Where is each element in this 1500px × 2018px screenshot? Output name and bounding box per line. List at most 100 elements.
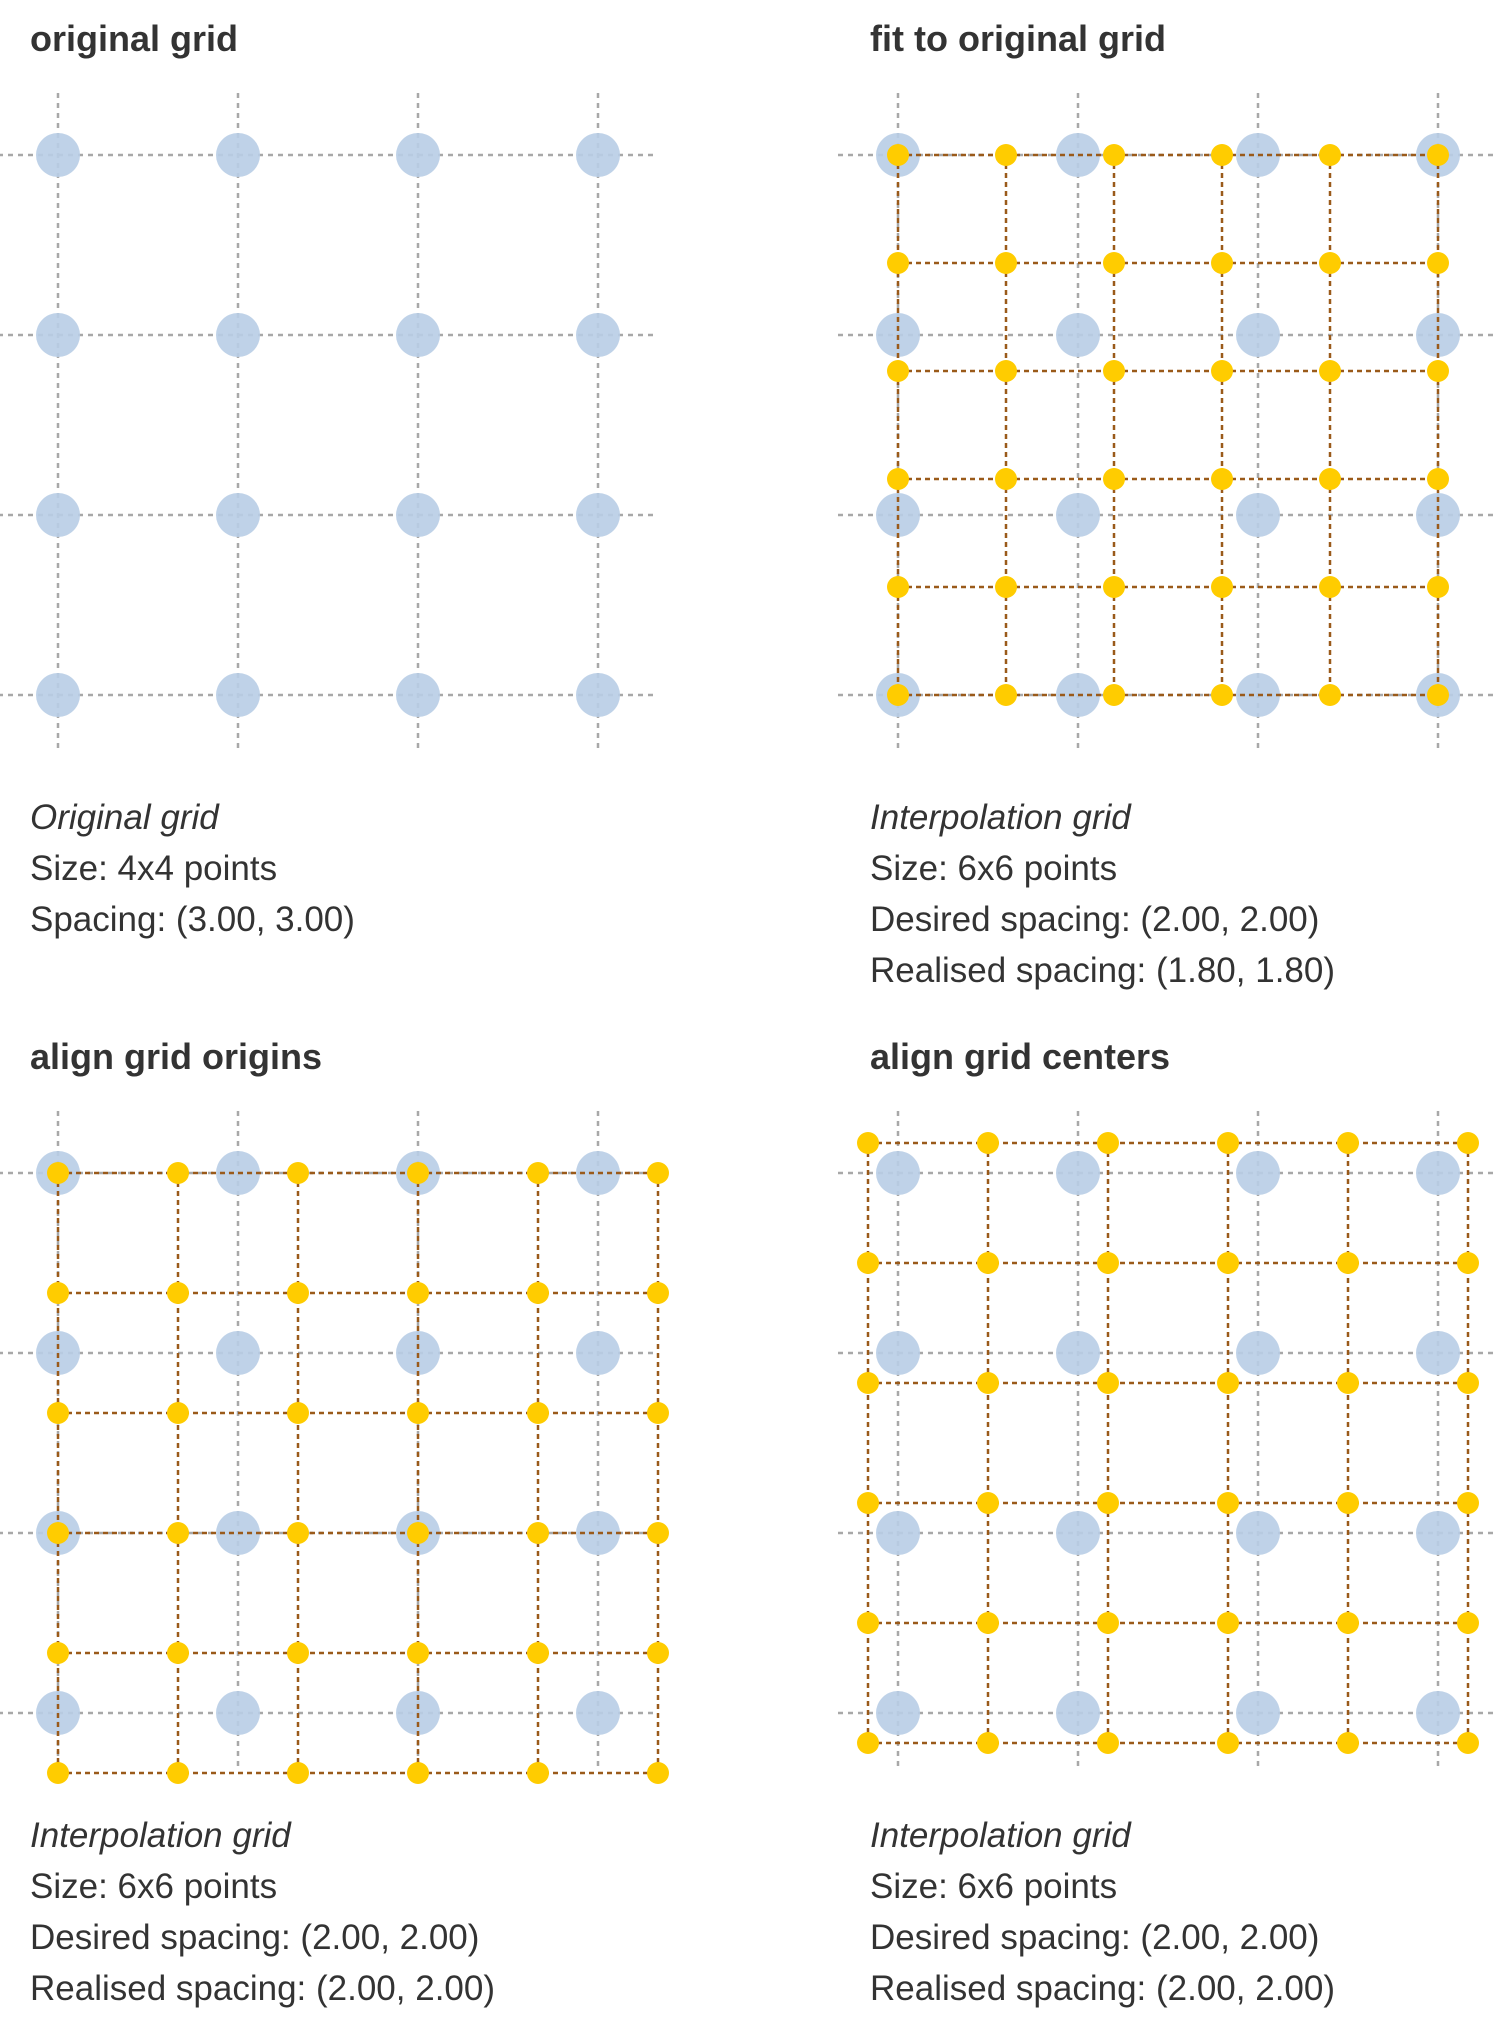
original-grid-point — [576, 673, 620, 717]
caption: Original grid Size: 4x4 points Spacing: … — [30, 792, 355, 945]
interpolation-grid-point — [287, 1162, 309, 1184]
interpolation-grid-point — [167, 1162, 189, 1184]
interpolation-grid-point — [995, 252, 1017, 274]
interpolation-grid-point — [1097, 1132, 1119, 1154]
interpolation-grid-point — [995, 360, 1017, 382]
interpolation-grid-point — [857, 1372, 879, 1394]
interpolation-grid-point — [647, 1522, 669, 1544]
original-grid-point — [36, 493, 80, 537]
interpolation-grid-point — [647, 1162, 669, 1184]
interpolation-grid-point — [857, 1252, 879, 1274]
interpolation-grid-point — [1457, 1132, 1479, 1154]
interpolation-grid-point — [977, 1372, 999, 1394]
interpolation-grid-point — [995, 684, 1017, 706]
original-grid-point — [1056, 1151, 1100, 1195]
interpolation-grid-point — [1211, 468, 1233, 490]
interpolation-grid-point — [1211, 252, 1233, 274]
interpolation-grid-point — [527, 1402, 549, 1424]
interpolation-grid-point — [527, 1642, 549, 1664]
interpolation-grid-point — [1337, 1132, 1359, 1154]
caption-size: Size: 6x6 points — [30, 1867, 278, 1906]
interpolation-grid-point — [857, 1132, 879, 1154]
interpolation-grid-point — [1211, 684, 1233, 706]
interpolation-grid-point — [1427, 360, 1449, 382]
original-grid-point — [1416, 1511, 1460, 1555]
interpolation-grid-point — [407, 1522, 429, 1544]
original-grid-point — [1056, 493, 1100, 537]
interpolation-grid-point — [47, 1282, 69, 1304]
interpolation-grid-point — [47, 1762, 69, 1784]
original-grid-point — [36, 673, 80, 717]
panel-title: align grid origins — [30, 1036, 323, 1077]
caption-desired-spacing: Desired spacing: (2.00, 2.00) — [870, 1918, 1320, 1957]
original-grid-point — [216, 313, 260, 357]
caption-size: Size: 6x6 points — [870, 849, 1118, 888]
interpolation-grid-point — [1103, 468, 1125, 490]
original-grid-point — [1056, 1691, 1100, 1735]
interpolation-grid-point — [1097, 1492, 1119, 1514]
interpolation-grid-point — [167, 1762, 189, 1784]
interpolation-grid-point — [995, 468, 1017, 490]
caption-size: Size: 6x6 points — [870, 1867, 1118, 1906]
interpolation-grid-point — [1337, 1732, 1359, 1754]
interpolation-grid-point — [1097, 1732, 1119, 1754]
interpolation-grid-point — [407, 1282, 429, 1304]
interpolation-grid-point — [647, 1762, 669, 1784]
original-grid-point — [1056, 1331, 1100, 1375]
interpolation-grid-point — [1337, 1252, 1359, 1274]
interpolation-grid-point — [1319, 360, 1341, 382]
interpolation-grid-point — [1217, 1492, 1239, 1514]
caption-heading: Interpolation grid — [30, 1816, 291, 1855]
interpolation-grid-point — [1211, 576, 1233, 598]
interpolation-grid-point — [167, 1402, 189, 1424]
panel-title: align grid centers — [870, 1036, 1171, 1077]
interpolation-grid-point — [1337, 1372, 1359, 1394]
panel-original-grid: original grid Original grid Size: 4x4 po… — [0, 0, 720, 1000]
original-grid-point — [1236, 1151, 1280, 1195]
original-grid-point — [576, 1331, 620, 1375]
original-grid-point — [1416, 1151, 1460, 1195]
interpolation-grid-point — [407, 1402, 429, 1424]
original-grid-point — [396, 313, 440, 357]
original-grid-point — [216, 673, 260, 717]
original-grid-point — [876, 1151, 920, 1195]
original-grid-point — [216, 1691, 260, 1735]
interpolation-grid-point — [47, 1522, 69, 1544]
interpolation-grid-point — [287, 1282, 309, 1304]
panel-align-grid-centers: align grid centers Interpolation grid Si… — [838, 1018, 1500, 2018]
original-grid-point — [1236, 313, 1280, 357]
interpolation-grid-point — [1217, 1372, 1239, 1394]
caption-heading: Interpolation grid — [870, 798, 1131, 837]
caption: Interpolation grid Size: 6x6 points Desi… — [870, 792, 1335, 996]
original-grid-point — [216, 1331, 260, 1375]
caption-realised-spacing: Realised spacing: (2.00, 2.00) — [870, 1969, 1335, 2008]
caption-heading: Original grid — [30, 798, 219, 837]
interpolation-grid-point — [887, 684, 909, 706]
interpolation-grid-point — [1427, 468, 1449, 490]
caption: Interpolation grid Size: 6x6 points Desi… — [870, 1810, 1335, 2014]
grid-diagram — [838, 93, 1498, 751]
interpolation-grid-point — [407, 1162, 429, 1184]
grid-diagram — [838, 1111, 1498, 1769]
panel-align-grid-origins: align grid origins Interpolation grid Si… — [0, 1018, 720, 2018]
caption-desired-spacing: Desired spacing: (2.00, 2.00) — [30, 1918, 480, 1957]
interpolation-grid-point — [977, 1612, 999, 1634]
interpolation-grid-point — [1457, 1612, 1479, 1634]
interpolation-grid-point — [1217, 1132, 1239, 1154]
original-grid-point — [1236, 1511, 1280, 1555]
interpolation-grid-point — [857, 1732, 879, 1754]
interpolation-grid-point — [1217, 1252, 1239, 1274]
grid-diagram — [0, 1111, 669, 1784]
interpolation-grid-point — [287, 1522, 309, 1544]
caption-spacing: Spacing: (3.00, 3.00) — [30, 900, 355, 939]
original-grid-point — [216, 133, 260, 177]
interpolation-grid-point — [407, 1762, 429, 1784]
interpolation-grid-point — [1427, 684, 1449, 706]
interpolation-grid-point — [1319, 144, 1341, 166]
interpolation-grid-point — [1427, 576, 1449, 598]
original-grid-point — [1416, 1331, 1460, 1375]
interpolation-grid-point — [1097, 1612, 1119, 1634]
original-grid-point — [576, 313, 620, 357]
interpolation-grid-point — [887, 144, 909, 166]
original-grid-point — [1236, 1331, 1280, 1375]
